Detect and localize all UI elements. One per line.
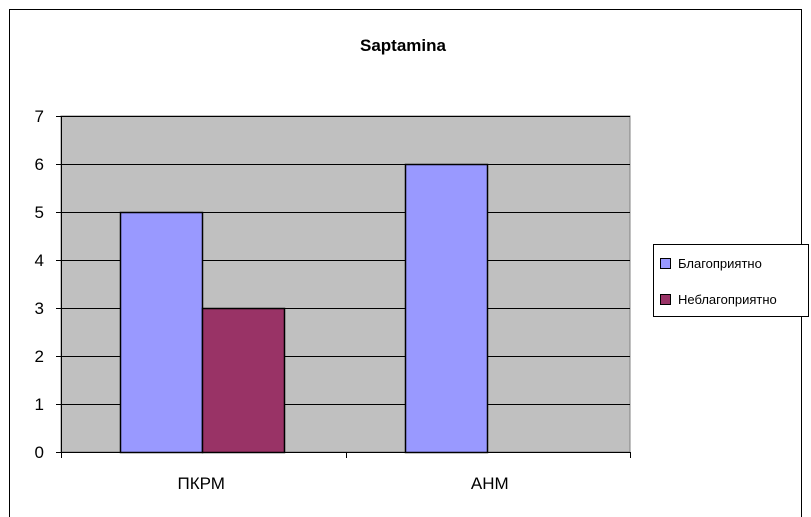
axes <box>56 116 631 458</box>
bar-unfavorable-1 <box>201 307 286 454</box>
y-tick-label: 0 <box>35 443 44 462</box>
bar-favorable-2 <box>404 163 489 454</box>
bars <box>119 163 489 454</box>
y-tick-label: 7 <box>35 107 44 126</box>
legend-box <box>653 244 809 317</box>
x-category-label: АНМ <box>471 474 509 493</box>
chart-title: Saptamina <box>360 36 447 55</box>
y-tick-label: 1 <box>35 395 44 414</box>
bar-favorable-1 <box>119 211 204 454</box>
legend-label: Благоприятно <box>678 256 762 271</box>
y-tick-label: 6 <box>35 155 44 174</box>
y-tick-labels: 0 1 2 3 4 5 6 7 <box>35 107 44 462</box>
y-tick-label: 2 <box>35 347 44 366</box>
legend: Благоприятно Неблагоприятно <box>653 244 809 317</box>
y-tick-label: 3 <box>35 299 44 318</box>
y-tick-label: 4 <box>35 251 44 270</box>
legend-swatch <box>660 294 671 305</box>
y-tick-label: 5 <box>35 203 44 222</box>
legend-label: Неблагоприятно <box>678 292 777 307</box>
x-category-label: ПКРМ <box>178 474 225 493</box>
x-category-labels: ПКРМ АНМ <box>178 474 509 493</box>
legend-swatch <box>660 258 671 269</box>
